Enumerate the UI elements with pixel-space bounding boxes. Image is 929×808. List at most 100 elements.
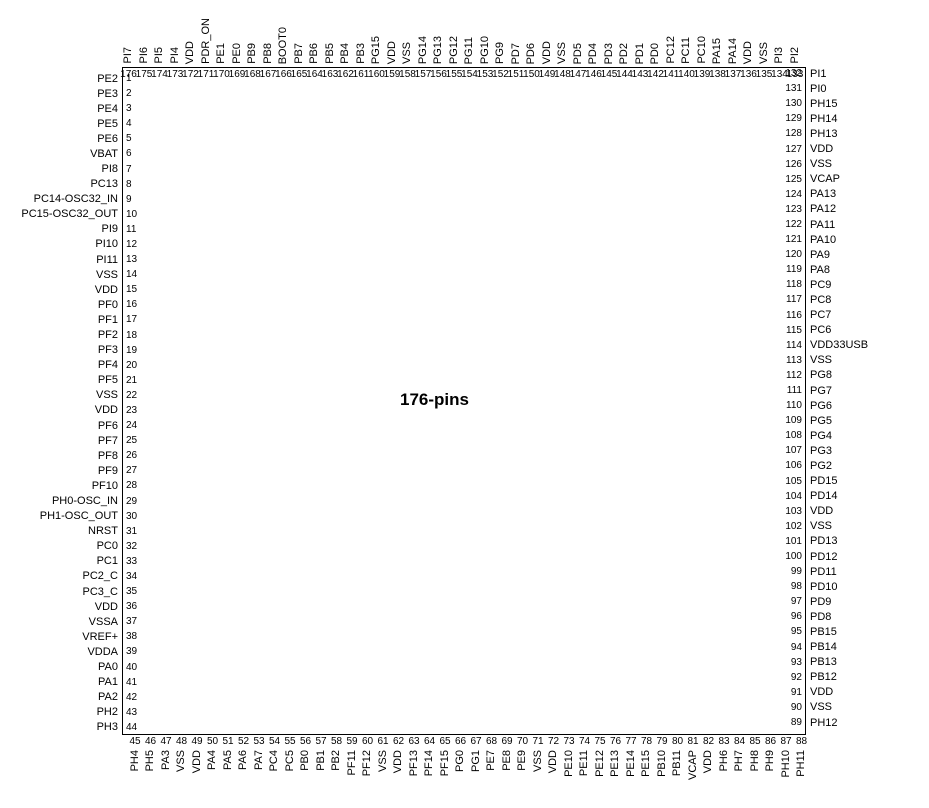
pin-num-25: 25 <box>126 435 137 446</box>
pin-label-57: PB1 <box>315 750 327 771</box>
pin-label-50: PA4 <box>206 750 218 770</box>
pin-num-130: 130 <box>785 98 802 109</box>
pin-label-27: PF9 <box>98 465 118 477</box>
pin-num-91: 91 <box>791 687 802 698</box>
pin-label-23: VDD <box>95 404 118 416</box>
pin-label-156: PG13 <box>432 36 444 64</box>
pin-label-93: PB13 <box>810 656 837 668</box>
pin-label-54: PC4 <box>268 750 280 771</box>
pin-num-96: 96 <box>791 611 802 622</box>
pin-label-69: PE8 <box>501 750 513 771</box>
pin-num-89: 89 <box>791 717 802 728</box>
pin-label-21: PF5 <box>98 374 118 386</box>
pin-num-131: 131 <box>785 83 802 94</box>
pin-num-112: 112 <box>786 370 802 381</box>
pin-num-105: 105 <box>785 476 802 487</box>
pin-label-43: PH2 <box>97 706 118 718</box>
pin-label-147: PD5 <box>572 43 584 64</box>
pin-label-55: PC5 <box>284 750 296 771</box>
center-label: 176-pins <box>400 390 469 410</box>
pin-num-121: 121 <box>785 234 802 245</box>
pin-num-9: 9 <box>126 194 132 205</box>
pin-num-7: 7 <box>126 164 132 175</box>
pin-label-114: VDD33USB <box>810 339 868 351</box>
pin-num-83: 83 <box>717 736 731 747</box>
pin-num-37: 37 <box>126 616 137 627</box>
pin-label-37: VSSA <box>89 616 118 628</box>
pin-label-51: PA5 <box>222 750 234 770</box>
pin-label-24: PF6 <box>98 420 118 432</box>
pin-num-52: 52 <box>237 736 251 747</box>
pin-label-60: PF12 <box>361 750 373 776</box>
pin-num-42: 42 <box>126 692 137 703</box>
pin-label-148: VSS <box>556 42 568 64</box>
pin-label-172: VDD <box>184 41 196 64</box>
pin-label-144: PD2 <box>618 43 630 64</box>
pin-label-111: PG7 <box>810 385 832 397</box>
pin-label-88: PH11 <box>795 750 807 777</box>
pin-num-10: 10 <box>126 209 137 220</box>
pin-label-6: VBAT <box>90 148 118 160</box>
pin-label-120: PA9 <box>810 249 830 261</box>
pin-num-70: 70 <box>516 736 530 747</box>
pin-num-14: 14 <box>126 269 137 280</box>
pin-label-82: VDD <box>702 750 714 773</box>
pin-num-27: 27 <box>126 465 137 476</box>
pin-label-139: PC10 <box>696 36 708 64</box>
pin-label-16: PF0 <box>98 299 118 311</box>
pin-label-130: PH15 <box>810 98 838 110</box>
pin-num-97: 97 <box>791 596 802 607</box>
pin-label-30: PH1-OSC_OUT <box>40 510 118 522</box>
pin-label-171: PDR_ON <box>200 18 212 64</box>
pin-label-126: VSS <box>810 158 832 170</box>
pin-label-115: PC6 <box>810 324 831 336</box>
pin-label-40: PA0 <box>98 661 118 673</box>
pin-num-120: 120 <box>785 249 802 260</box>
pin-label-128: PH13 <box>810 128 838 140</box>
pin-num-109: 109 <box>785 415 802 426</box>
pin-label-73: PE10 <box>563 750 575 777</box>
pin-label-155: PG12 <box>448 36 460 64</box>
pin-num-78: 78 <box>640 736 654 747</box>
pin-label-160: PG15 <box>370 36 382 64</box>
pin-label-52: PA6 <box>237 750 249 770</box>
pin-label-17: PF1 <box>98 314 118 326</box>
pin-label-70: PE9 <box>516 750 528 771</box>
pin-label-29: PH0-OSC_IN <box>52 495 118 507</box>
pin-label-170: PE1 <box>215 43 227 64</box>
pin-label-153: PG10 <box>479 36 491 64</box>
pin-num-32: 32 <box>126 541 137 552</box>
pin-num-98: 98 <box>791 581 802 592</box>
pin-num-35: 35 <box>126 586 137 597</box>
pin-num-50: 50 <box>206 736 220 747</box>
pin-label-80: PB11 <box>671 750 683 776</box>
pin-label-67: PG1 <box>470 750 482 772</box>
pin-label-163: PB5 <box>324 43 336 64</box>
pin-num-119: 119 <box>786 264 802 275</box>
pin-label-136: VDD <box>742 41 754 64</box>
pin-num-77: 77 <box>624 736 638 747</box>
pin-label-76: PE13 <box>609 750 621 777</box>
pin-num-86: 86 <box>764 736 778 747</box>
pin-label-154: PG11 <box>463 37 475 64</box>
pin-label-9: PC14-OSC32_IN <box>34 193 118 205</box>
pin-num-53: 53 <box>252 736 266 747</box>
pin-label-68: PE7 <box>485 750 497 771</box>
pin-label-141: PC12 <box>665 36 677 64</box>
pin-num-80: 80 <box>671 736 685 747</box>
pin-label-89: PH12 <box>810 717 838 729</box>
pin-label-7: PI8 <box>101 163 118 175</box>
pin-label-44: PH3 <box>97 721 118 733</box>
pin-num-71: 71 <box>531 736 545 747</box>
pin-label-143: PD1 <box>634 43 646 64</box>
pin-num-92: 92 <box>791 672 802 683</box>
pin-num-36: 36 <box>126 601 137 612</box>
pin-label-84: PH7 <box>733 750 745 771</box>
pin-label-62: VDD <box>392 750 404 773</box>
pin-num-61: 61 <box>376 736 390 747</box>
pin-num-95: 95 <box>791 626 802 637</box>
pin-num-55: 55 <box>283 736 297 747</box>
pin-label-110: PG6 <box>810 400 832 412</box>
pin-label-151: PD7 <box>510 43 522 64</box>
pin-num-18: 18 <box>126 330 137 341</box>
